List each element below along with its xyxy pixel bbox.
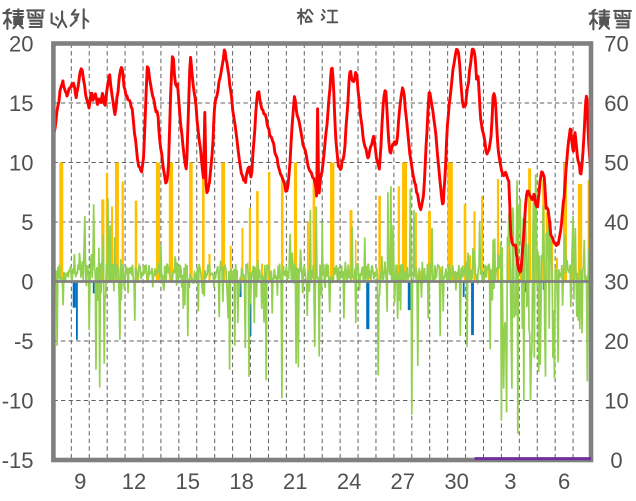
svg-text:21: 21 bbox=[283, 469, 307, 494]
svg-text:5: 5 bbox=[21, 210, 33, 235]
svg-text:24: 24 bbox=[337, 469, 361, 494]
svg-text:-10: -10 bbox=[2, 388, 34, 413]
svg-text:30: 30 bbox=[444, 469, 468, 494]
svg-text:70: 70 bbox=[604, 31, 628, 56]
svg-text:27: 27 bbox=[391, 469, 415, 494]
svg-text:0: 0 bbox=[21, 269, 33, 294]
svg-text:3: 3 bbox=[504, 469, 516, 494]
svg-text:10: 10 bbox=[604, 388, 628, 413]
svg-text:20: 20 bbox=[604, 329, 628, 354]
svg-text:9: 9 bbox=[74, 469, 86, 494]
svg-text:15: 15 bbox=[176, 469, 200, 494]
svg-text:0: 0 bbox=[610, 448, 622, 473]
svg-text:50: 50 bbox=[604, 150, 628, 175]
svg-text:12: 12 bbox=[122, 469, 146, 494]
svg-text:6: 6 bbox=[558, 469, 570, 494]
svg-text:-5: -5 bbox=[14, 329, 34, 354]
svg-text:15: 15 bbox=[9, 91, 33, 116]
svg-text:18: 18 bbox=[229, 469, 253, 494]
svg-text:30: 30 bbox=[604, 269, 628, 294]
svg-text:40: 40 bbox=[604, 210, 628, 235]
svg-text:10: 10 bbox=[9, 150, 33, 175]
svg-text:-15: -15 bbox=[2, 448, 34, 473]
svg-text:60: 60 bbox=[604, 91, 628, 116]
svg-text:20: 20 bbox=[9, 31, 33, 56]
